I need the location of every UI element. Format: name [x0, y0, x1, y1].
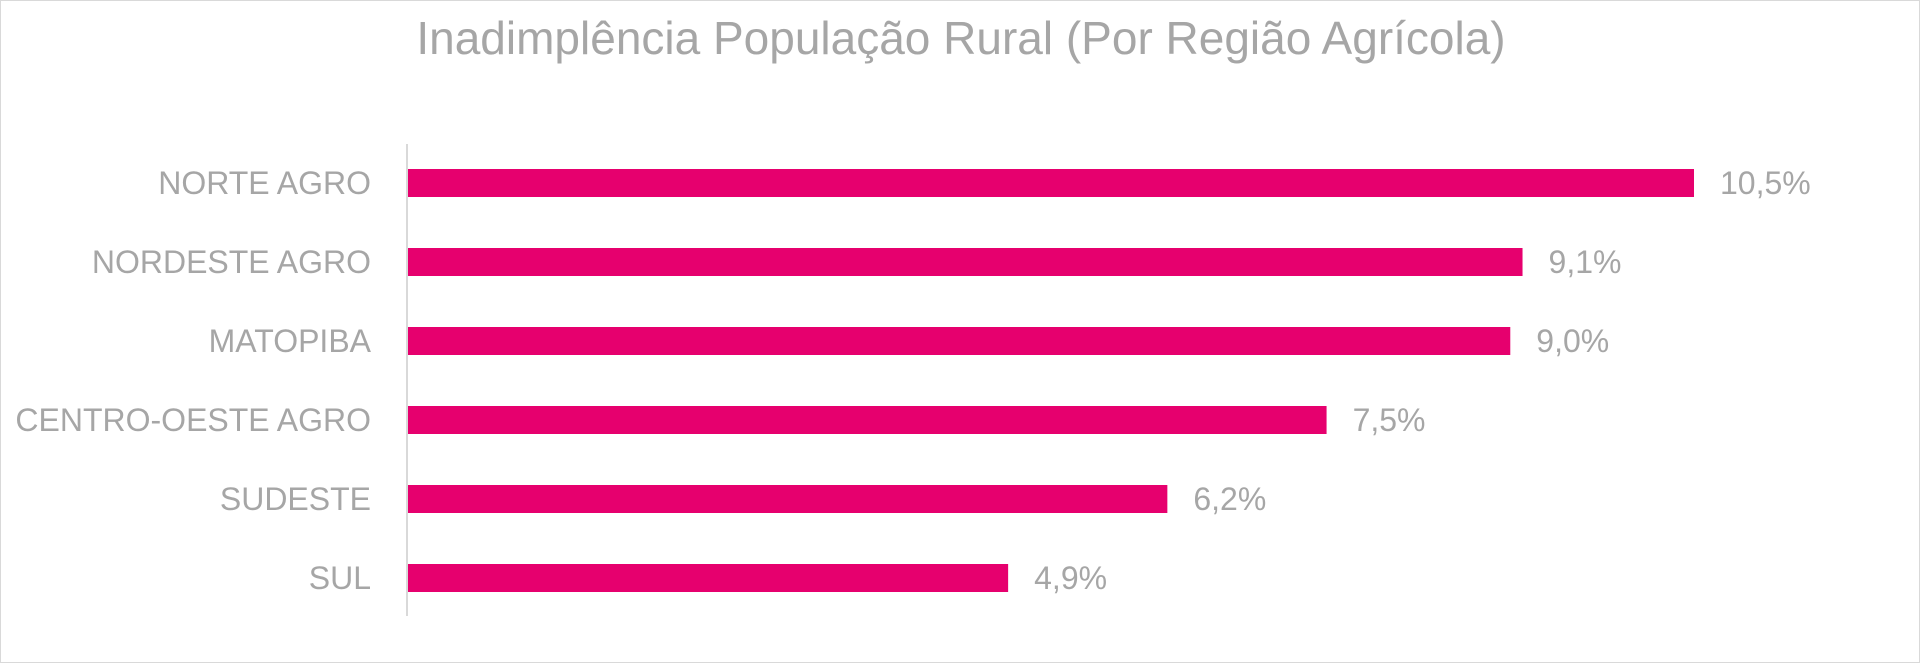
bar-centro-oeste-agro [408, 406, 1327, 434]
bar-nordeste-agro [408, 248, 1523, 276]
chart-title: Inadimplência População Rural (Por Regiã… [416, 12, 1506, 64]
bar-norte-agro [408, 169, 1694, 197]
category-label: SUL [309, 560, 371, 596]
data-label: 6,2% [1193, 481, 1266, 517]
bar-matopiba [408, 327, 1511, 355]
category-label: NORDESTE AGRO [92, 244, 371, 280]
data-label: 10,5% [1720, 165, 1811, 201]
category-label: NORTE AGRO [158, 165, 371, 201]
category-label: MATOPIBA [209, 323, 372, 359]
data-label: 7,5% [1353, 402, 1426, 438]
data-label: 9,1% [1549, 244, 1622, 280]
data-label: 4,9% [1034, 560, 1107, 596]
bar-sudeste [408, 485, 1168, 513]
labels-group: NORTE AGRO 10,5% NORDESTE AGRO 9,1% MATOPIBA… [15, 165, 1810, 596]
category-label: SUDESTE [220, 481, 371, 517]
bars-group [408, 169, 1694, 592]
bar-sul [408, 564, 1009, 592]
category-label: CENTRO-OESTE AGRO [15, 402, 371, 438]
data-label: 9,0% [1536, 323, 1609, 359]
